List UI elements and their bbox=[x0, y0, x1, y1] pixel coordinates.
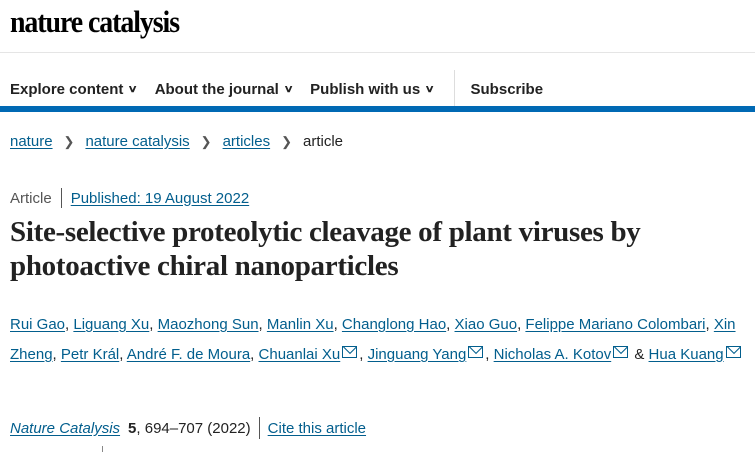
breadcrumb-nature[interactable]: nature bbox=[10, 133, 53, 150]
breadcrumb-nature-catalysis[interactable]: nature catalysis bbox=[85, 133, 190, 150]
published-date[interactable]: Published: 19 August 2022 bbox=[70, 189, 250, 207]
chevron-down-icon: ∨ bbox=[283, 83, 294, 95]
cite-this-article-link[interactable]: Cite this article bbox=[267, 419, 367, 437]
author-link[interactable]: Manlin Xu bbox=[266, 316, 334, 333]
author-link[interactable]: Maozhong Sun bbox=[157, 316, 259, 333]
accent-bar bbox=[0, 106, 755, 112]
nav-explore-content[interactable]: Explore content ∨ bbox=[10, 80, 139, 98]
citation: Nature Catalysis 5 , 694–707 (2022) Cite… bbox=[10, 417, 366, 439]
journal-link[interactable]: Nature Catalysis bbox=[10, 419, 121, 437]
divider bbox=[0, 52, 755, 53]
author-link[interactable]: Felippe Mariano Colombari bbox=[525, 316, 706, 333]
separator bbox=[258, 417, 260, 439]
author-link[interactable]: Xin Zheng bbox=[10, 316, 736, 363]
main-nav: Explore content ∨ About the journal ∨ Publ… bbox=[10, 70, 561, 108]
breadcrumb: nature ❯ nature catalysis ❯ articles ❯ arti… bbox=[10, 133, 343, 150]
breadcrumb-articles[interactable]: articles bbox=[222, 133, 271, 150]
chevron-down-icon: ∨ bbox=[127, 83, 139, 95]
pages: , 694–707 (2022) bbox=[136, 419, 251, 437]
article-meta: Article Published: 19 August 2022 bbox=[10, 188, 249, 208]
volume: 5 bbox=[128, 419, 137, 437]
chevron-right-icon: ❯ bbox=[281, 133, 292, 149]
nav-about-journal[interactable]: About the journal ∨ bbox=[154, 80, 294, 98]
author-link[interactable]: Petr Král bbox=[60, 346, 120, 363]
article-title: Site-selective proteolytic cleavage of p… bbox=[10, 216, 641, 282]
nav-publish-with-us[interactable]: Publish with us ∨ bbox=[310, 80, 435, 98]
article-type: Article bbox=[10, 189, 52, 207]
separator bbox=[60, 188, 62, 208]
email-icon[interactable] bbox=[468, 346, 484, 358]
nav-label: Explore content bbox=[10, 80, 124, 98]
author-link[interactable]: Xiao Guo bbox=[454, 316, 518, 333]
author-link[interactable]: Rui Gao bbox=[10, 316, 66, 333]
journal-logo[interactable]: nature catalysis bbox=[10, 4, 180, 39]
nav-label: Publish with us bbox=[310, 80, 421, 98]
author-link[interactable]: Nicholas A. Kotov bbox=[493, 346, 612, 363]
email-icon[interactable] bbox=[725, 346, 741, 358]
nav-label: About the journal bbox=[154, 80, 279, 98]
chevron-down-icon: ∨ bbox=[424, 83, 435, 95]
author-link[interactable]: Jinguang Yang bbox=[367, 346, 467, 363]
chevron-right-icon: ❯ bbox=[63, 133, 75, 149]
author-link[interactable]: Chuanlai Xu bbox=[258, 346, 341, 363]
author-link[interactable]: Hua Kuang bbox=[648, 346, 724, 363]
author-link[interactable]: Changlong Hao bbox=[341, 316, 447, 333]
divider bbox=[102, 446, 103, 452]
breadcrumb-current: article bbox=[303, 133, 344, 150]
author-link[interactable]: André F. de Moura bbox=[126, 346, 251, 363]
nav-divider bbox=[453, 70, 455, 108]
author-link[interactable]: Liguang Xu bbox=[73, 316, 150, 333]
email-icon[interactable] bbox=[613, 346, 629, 358]
author-list: Rui Gao, Liguang Xu, Maozhong Sun, Manli… bbox=[10, 310, 745, 370]
chevron-right-icon: ❯ bbox=[200, 133, 212, 149]
email-icon[interactable] bbox=[342, 346, 358, 358]
nav-subscribe[interactable]: Subscribe bbox=[470, 80, 544, 98]
